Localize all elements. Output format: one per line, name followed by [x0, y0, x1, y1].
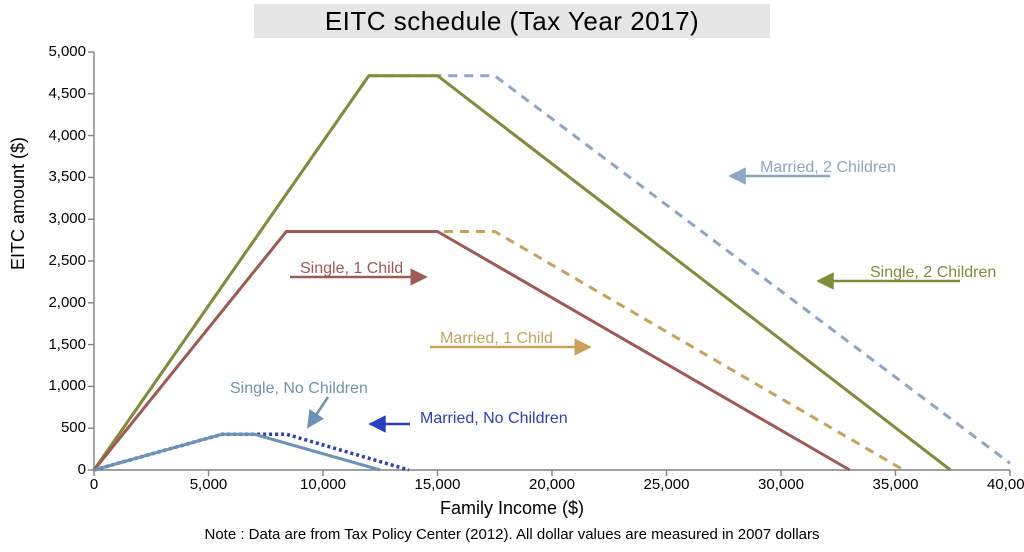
series-label: Single, 2 Children [870, 264, 996, 282]
y-tick-label: 4,500 [6, 85, 86, 102]
y-tick-label: 2,000 [6, 294, 86, 311]
series-line [94, 434, 380, 470]
series-label: Single, 1 Child [300, 260, 403, 278]
series-line [94, 231, 850, 470]
series-label: Married, No Children [420, 410, 568, 428]
x-tick-label: 30,000 [746, 476, 816, 493]
y-tick-label: 500 [6, 419, 86, 436]
x-tick-label: 0 [59, 476, 129, 493]
x-tick-label: 5,000 [174, 476, 244, 493]
x-tick-label: 25,000 [632, 476, 702, 493]
x-tick-label: 15,000 [403, 476, 473, 493]
series-label: Married, 2 Children [760, 159, 896, 177]
y-tick-label: 3,000 [6, 210, 86, 227]
series-label: Single, No Children [230, 380, 368, 398]
y-tick-label: 4,000 [6, 127, 86, 144]
series-label: Married, 1 Child [440, 330, 553, 348]
x-tick-label: 40,000 [975, 476, 1024, 493]
y-tick-label: 1,000 [6, 377, 86, 394]
x-tick-label: 35,000 [861, 476, 931, 493]
x-tick-label: 10,000 [288, 476, 358, 493]
annotation-arrow [308, 397, 328, 427]
y-tick-label: 2,500 [6, 252, 86, 269]
y-tick-label: 5,000 [6, 43, 86, 60]
x-tick-label: 20,000 [517, 476, 587, 493]
y-tick-label: 1,500 [6, 336, 86, 353]
y-tick-label: 3,500 [6, 168, 86, 185]
